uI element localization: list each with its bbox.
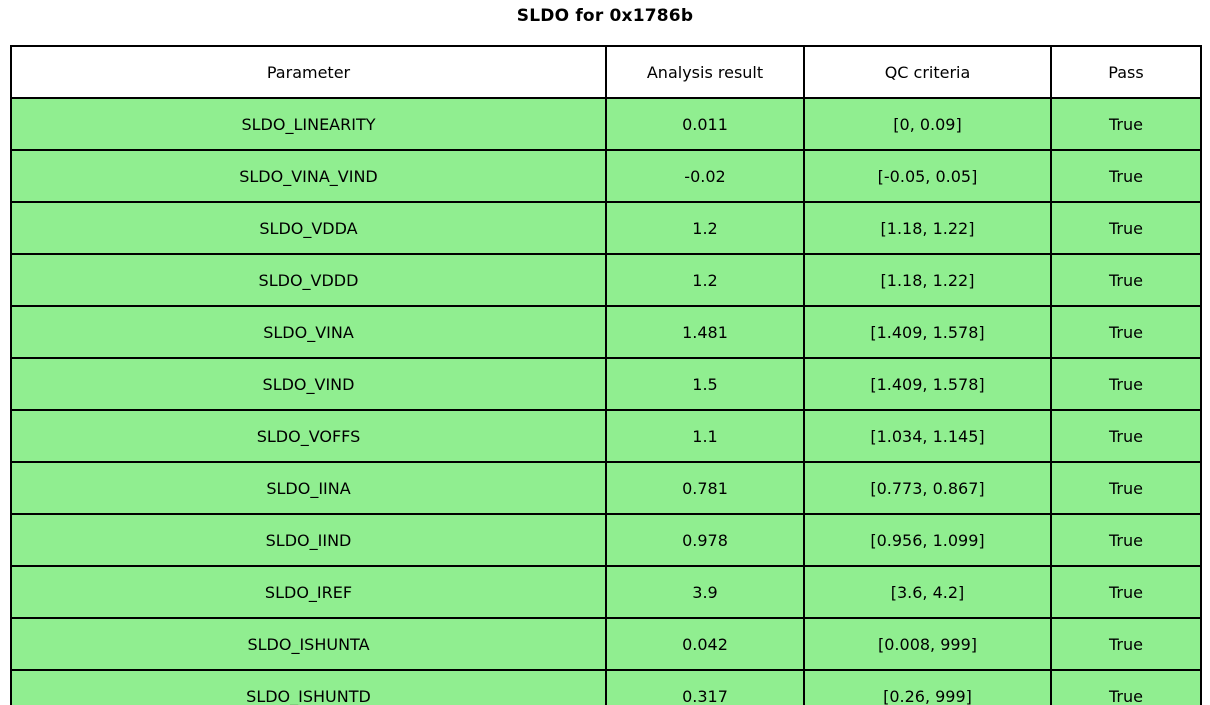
- parameter-cell: SLDO_VINA_VIND: [10, 149, 607, 203]
- pass-cell: True: [1050, 201, 1202, 255]
- table-row: SLDO_VIND 1.5 [1.409, 1.578] True: [10, 357, 1202, 411]
- qc-criteria-cell: [1.18, 1.22]: [803, 201, 1052, 255]
- pass-cell: True: [1050, 513, 1202, 567]
- parameter-cell: SLDO_ISHUNTD: [10, 669, 607, 705]
- parameter-cell: SLDO_IREF: [10, 565, 607, 619]
- parameter-cell: SLDO_IIND: [10, 513, 607, 567]
- pass-cell: True: [1050, 565, 1202, 619]
- pass-cell: True: [1050, 669, 1202, 705]
- table-row: SLDO_IINA 0.781 [0.773, 0.867] True: [10, 461, 1202, 515]
- column-header-analysis-result: Analysis result: [605, 45, 805, 99]
- table-row: SLDO_LINEARITY 0.011 [0, 0.09] True: [10, 97, 1202, 151]
- parameter-cell: SLDO_LINEARITY: [10, 97, 607, 151]
- table-row: SLDO_VINA_VIND -0.02 [-0.05, 0.05] True: [10, 149, 1202, 203]
- table-row: SLDO_VDDA 1.2 [1.18, 1.22] True: [10, 201, 1202, 255]
- qc-criteria-cell: [-0.05, 0.05]: [803, 149, 1052, 203]
- pass-cell: True: [1050, 461, 1202, 515]
- column-header-pass: Pass: [1050, 45, 1202, 99]
- pass-cell: True: [1050, 357, 1202, 411]
- pass-cell: True: [1050, 305, 1202, 359]
- table-body: SLDO_LINEARITY 0.011 [0, 0.09] True SLDO_VIN…: [10, 97, 1202, 705]
- pass-cell: True: [1050, 97, 1202, 151]
- table-row: SLDO_VINA 1.481 [1.409, 1.578] True: [10, 305, 1202, 359]
- analysis-result-cell: -0.02: [605, 149, 805, 203]
- qc-criteria-cell: [0.773, 0.867]: [803, 461, 1052, 515]
- analysis-result-cell: 0.317: [605, 669, 805, 705]
- parameter-cell: SLDO_VINA: [10, 305, 607, 359]
- parameter-cell: SLDO_VDDD: [10, 253, 607, 307]
- analysis-result-cell: 0.781: [605, 461, 805, 515]
- parameter-cell: SLDO_VOFFS: [10, 409, 607, 463]
- qc-results-table: Parameter Analysis result QC criteria Pass …: [10, 45, 1202, 705]
- pass-cell: True: [1050, 409, 1202, 463]
- pass-cell: True: [1050, 253, 1202, 307]
- qc-criteria-cell: [0.26, 999]: [803, 669, 1052, 705]
- pass-cell: True: [1050, 617, 1202, 671]
- parameter-cell: SLDO_ISHUNTA: [10, 617, 607, 671]
- table-row: SLDO_ISHUNTD 0.317 [0.26, 999] True: [10, 669, 1202, 705]
- analysis-result-cell: 0.011: [605, 97, 805, 151]
- qc-criteria-cell: [0.008, 999]: [803, 617, 1052, 671]
- pass-cell: True: [1050, 149, 1202, 203]
- qc-criteria-cell: [1.034, 1.145]: [803, 409, 1052, 463]
- analysis-result-cell: 1.481: [605, 305, 805, 359]
- qc-criteria-cell: [1.18, 1.22]: [803, 253, 1052, 307]
- qc-criteria-cell: [1.409, 1.578]: [803, 357, 1052, 411]
- page-title: SLDO for 0x1786b: [516, 6, 694, 26]
- table-row: SLDO_IIND 0.978 [0.956, 1.099] True: [10, 513, 1202, 567]
- analysis-result-cell: 1.2: [605, 253, 805, 307]
- analysis-result-cell: 1.2: [605, 201, 805, 255]
- parameter-cell: SLDO_VIND: [10, 357, 607, 411]
- column-header-parameter: Parameter: [10, 45, 607, 99]
- analysis-result-cell: 0.978: [605, 513, 805, 567]
- parameter-cell: SLDO_VDDA: [10, 201, 607, 255]
- header-row: Parameter Analysis result QC criteria Pass: [10, 45, 1202, 99]
- table-row: SLDO_VOFFS 1.1 [1.034, 1.145] True: [10, 409, 1202, 463]
- analysis-result-cell: 0.042: [605, 617, 805, 671]
- analysis-result-cell: 1.5: [605, 357, 805, 411]
- parameter-cell: SLDO_IINA: [10, 461, 607, 515]
- column-header-qc-criteria: QC criteria: [803, 45, 1052, 99]
- table-row: SLDO_VDDD 1.2 [1.18, 1.22] True: [10, 253, 1202, 307]
- qc-criteria-cell: [0.956, 1.099]: [803, 513, 1052, 567]
- table-row: SLDO_IREF 3.9 [3.6, 4.2] True: [10, 565, 1202, 619]
- table-row: SLDO_ISHUNTA 0.042 [0.008, 999] True: [10, 617, 1202, 671]
- qc-criteria-cell: [1.409, 1.578]: [803, 305, 1052, 359]
- qc-criteria-cell: [3.6, 4.2]: [803, 565, 1052, 619]
- analysis-result-cell: 1.1: [605, 409, 805, 463]
- qc-criteria-cell: [0, 0.09]: [803, 97, 1052, 151]
- analysis-result-cell: 3.9: [605, 565, 805, 619]
